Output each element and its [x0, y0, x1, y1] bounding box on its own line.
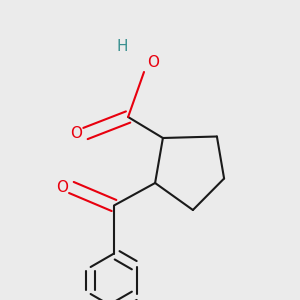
- Text: H: H: [116, 39, 128, 54]
- Text: O: O: [56, 180, 68, 195]
- Text: O: O: [70, 126, 83, 141]
- Text: O: O: [147, 55, 159, 70]
